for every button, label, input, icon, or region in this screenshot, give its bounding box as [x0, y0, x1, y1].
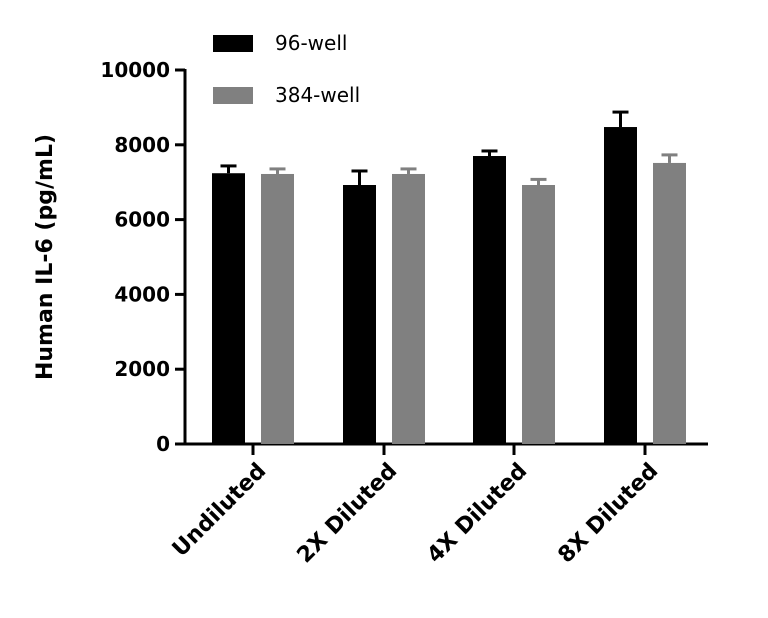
x-tick-label: 4X Diluted: [423, 459, 533, 569]
x-tick-label: Undiluted: [168, 459, 271, 562]
y-tick-label: 8000: [114, 133, 170, 157]
y-tick-label: 6000: [114, 208, 170, 232]
x-tick-label: 8X Diluted: [554, 459, 664, 569]
bar-384-well: [261, 173, 294, 445]
y-tick-label: 10000: [100, 58, 170, 82]
legend-label: 384-well: [275, 83, 360, 107]
bar-96-well: [343, 185, 376, 444]
bar-384-well: [522, 185, 555, 444]
legend-swatch: [213, 87, 253, 104]
bar-384-well: [392, 173, 425, 445]
legend-swatch: [213, 35, 253, 52]
bar-384-well: [653, 162, 686, 444]
bar-96-well: [212, 173, 245, 444]
bar-96-well: [604, 127, 637, 444]
y-axis-label: Human IL-6 (pg/mL): [33, 134, 58, 380]
y-tick-label: 2000: [114, 357, 170, 381]
y-tick-label: 0: [156, 432, 170, 456]
bar-96-well: [473, 156, 506, 444]
y-tick-label: 4000: [114, 282, 170, 306]
x-tick-label: 2X Diluted: [293, 459, 403, 569]
legend-label: 96-well: [275, 31, 347, 55]
